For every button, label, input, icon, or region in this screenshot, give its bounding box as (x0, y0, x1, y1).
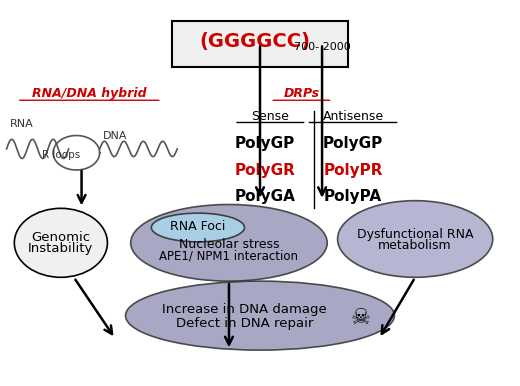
Text: ☠: ☠ (351, 308, 371, 328)
Text: PolyPR: PolyPR (323, 163, 383, 178)
Text: metabolism: metabolism (379, 239, 452, 252)
Text: Antisense: Antisense (322, 110, 384, 123)
Text: PolyGA: PolyGA (235, 189, 295, 204)
Text: RNA Foci: RNA Foci (170, 220, 226, 233)
Text: PolyPA: PolyPA (324, 189, 382, 204)
Ellipse shape (151, 213, 244, 242)
Text: Sense: Sense (251, 110, 289, 123)
Ellipse shape (15, 208, 108, 277)
Text: Genomic: Genomic (31, 230, 90, 244)
Text: Increase in DNA damage: Increase in DNA damage (162, 303, 327, 317)
Text: RNA/DNA hybrid: RNA/DNA hybrid (32, 87, 147, 100)
Text: APE1/ NPM1 interaction: APE1/ NPM1 interaction (160, 250, 298, 263)
Text: PolyGP: PolyGP (323, 136, 383, 151)
Text: PolyGR: PolyGR (235, 163, 295, 178)
Text: Dysfunctional RNA: Dysfunctional RNA (357, 228, 473, 241)
Ellipse shape (131, 205, 327, 281)
Text: R loops: R loops (42, 150, 80, 160)
Text: Defect in DNA repair: Defect in DNA repair (176, 317, 313, 330)
Text: (GGGGCC): (GGGGCC) (199, 32, 310, 51)
Text: 700- 2000: 700- 2000 (294, 42, 350, 52)
Text: Instability: Instability (28, 242, 94, 255)
Text: DRPs: DRPs (283, 87, 319, 100)
FancyBboxPatch shape (172, 20, 348, 66)
Ellipse shape (125, 281, 395, 350)
Text: RNA: RNA (10, 119, 34, 129)
Ellipse shape (337, 201, 493, 277)
Text: Nucleolar stress: Nucleolar stress (179, 238, 279, 251)
Text: PolyGP: PolyGP (235, 136, 295, 151)
Text: DNA: DNA (103, 130, 127, 141)
